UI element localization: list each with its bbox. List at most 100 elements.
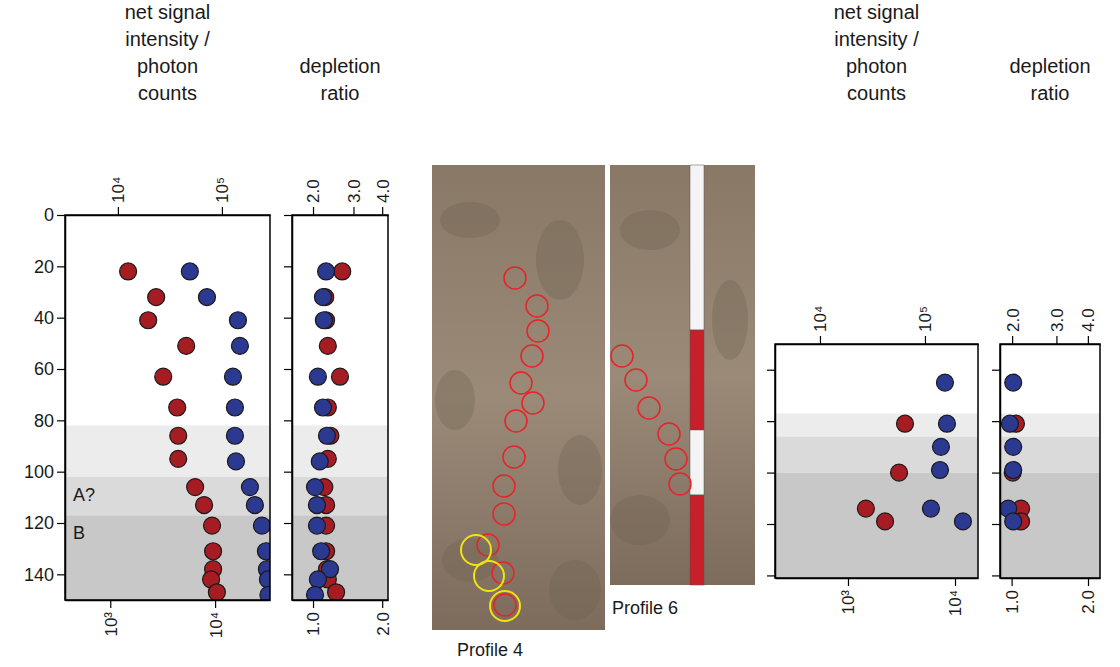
tick-label: 10⁴: [207, 612, 226, 638]
axis-title: depletionratio: [299, 55, 380, 104]
tick-label: 10⁴: [811, 306, 830, 332]
axis-title-line: depletion: [1009, 55, 1090, 77]
tick-mark: [767, 524, 775, 525]
tick-label: 10⁴: [109, 177, 128, 203]
band: [1000, 473, 1100, 578]
tick: [992, 421, 1000, 422]
photo-texture: [549, 560, 601, 620]
tick-label: 0: [44, 205, 54, 225]
point: [922, 500, 939, 517]
point: [155, 368, 172, 385]
point: [260, 586, 270, 600]
sample-circle: [625, 369, 647, 391]
tick: 10⁴: [207, 600, 226, 638]
axis-title-line: intensity /: [834, 28, 919, 50]
sample-circle: [658, 423, 680, 445]
tick-label: 3.0: [1048, 308, 1067, 332]
tick: 2.0: [1079, 578, 1098, 614]
tick: 100: [24, 462, 65, 482]
tick: [767, 524, 775, 525]
point: [257, 543, 270, 560]
tick-mark: [57, 318, 65, 319]
tick-mark: [57, 523, 65, 524]
axis-line: [66, 600, 271, 602]
axis-title-line: counts: [847, 82, 906, 104]
axis-title: depletionratio: [1009, 55, 1090, 104]
tick-mark: [313, 600, 314, 608]
tick: [284, 369, 292, 370]
tick-label: 80: [34, 411, 54, 431]
tick-label: 1.0: [1003, 590, 1022, 614]
tick-mark: [284, 420, 292, 421]
axis-line: [1001, 578, 1101, 580]
point: [328, 584, 345, 600]
axis-line: [776, 344, 979, 346]
tick: [767, 421, 775, 422]
tick-mark: [313, 207, 314, 215]
tick: [284, 266, 292, 267]
annotation: A?: [73, 485, 95, 505]
band: [65, 477, 270, 516]
tick-mark: [820, 336, 821, 344]
point: [319, 337, 336, 354]
photo: [432, 165, 605, 630]
axis-line: [292, 216, 294, 601]
point: [246, 497, 263, 514]
tick-mark: [284, 472, 292, 473]
tick: [284, 420, 292, 421]
tick-mark: [1056, 336, 1057, 344]
sample-circle: [474, 561, 504, 591]
tick-mark: [1088, 336, 1089, 344]
point: [204, 517, 221, 534]
tick: 4.0: [374, 179, 393, 215]
frame: [775, 344, 978, 578]
sample-circle: [669, 473, 691, 495]
tick-mark: [222, 207, 223, 215]
tick-mark: [992, 575, 1000, 576]
photos: [432, 165, 755, 630]
point: [208, 584, 225, 600]
plot-area: [1000, 344, 1100, 578]
tick-mark: [1012, 578, 1013, 586]
sample-circle: [521, 345, 543, 367]
point: [857, 500, 874, 517]
photo-texture: [610, 495, 670, 545]
point: [309, 571, 326, 588]
point: [1001, 415, 1018, 432]
tick-label: 10⁵: [916, 306, 935, 332]
tick-label: 40: [34, 308, 54, 328]
tick-mark: [925, 336, 926, 344]
tick: 10³: [102, 600, 121, 637]
tick-mark: [57, 215, 65, 216]
plot-area: [775, 344, 978, 578]
axis-title-line: photon: [846, 55, 907, 77]
sample-circle: [638, 397, 660, 419]
tick-mark: [767, 472, 775, 473]
point: [308, 517, 325, 534]
tick-label: 3.0: [345, 179, 364, 203]
tick: [767, 473, 775, 474]
point: [314, 289, 331, 306]
point: [241, 479, 258, 496]
point: [170, 450, 187, 467]
point: [178, 337, 195, 354]
photo: [610, 165, 755, 585]
photo-texture: [558, 435, 602, 505]
axis-title-line: intensity /: [125, 28, 210, 50]
tick-mark: [767, 370, 775, 371]
photo-label: Profile 4: [457, 640, 523, 660]
x-axis: 10⁴ 10⁵: [66, 177, 271, 216]
frame: [1000, 344, 1100, 578]
panel: 10³10⁴10⁴10⁵net signalintensity /photonc…: [767, 1, 979, 616]
tick-mark: [992, 524, 1000, 525]
ruler: [690, 495, 704, 585]
axis-title-line: photon: [137, 55, 198, 77]
tick: 10⁴: [109, 177, 128, 215]
tick: 120: [24, 513, 65, 533]
tick: [992, 370, 1000, 371]
point: [196, 497, 213, 514]
x-axis: 2.03.04.0: [293, 179, 393, 215]
band: [292, 425, 388, 476]
tick: 10⁵: [213, 177, 232, 215]
tick-mark: [955, 578, 956, 586]
